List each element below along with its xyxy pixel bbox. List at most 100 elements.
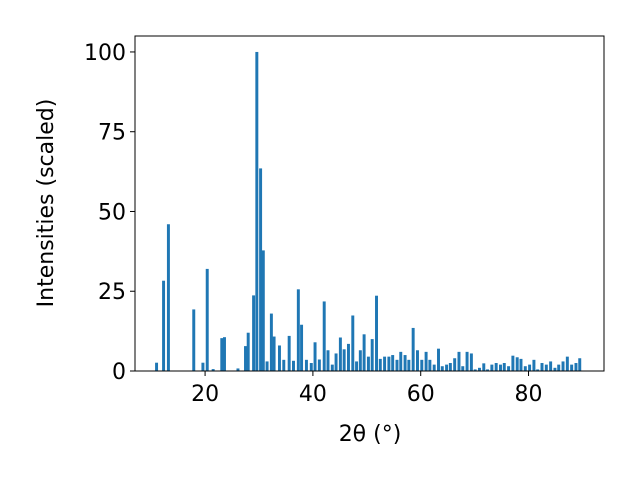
bar [486, 369, 490, 371]
bar [317, 359, 321, 371]
bar [282, 359, 286, 371]
bar [211, 369, 215, 371]
y-tick-label: 0 [112, 360, 126, 385]
bar [205, 268, 209, 371]
bar [370, 339, 374, 371]
bar [432, 364, 436, 371]
bar [507, 366, 511, 371]
x-axis-ticks: 20 40 60 80 [191, 371, 543, 407]
bar [375, 295, 378, 371]
bar-series [155, 51, 582, 371]
bar [482, 363, 486, 371]
bar [342, 349, 346, 371]
y-tick-label: 25 [98, 280, 126, 305]
bar [578, 358, 582, 371]
plot-frame [134, 35, 605, 372]
bar [244, 346, 247, 371]
bar [557, 364, 561, 371]
bar [192, 309, 196, 371]
bar [252, 295, 256, 371]
bar [448, 363, 452, 371]
bar [309, 363, 313, 371]
bar [407, 359, 411, 371]
bar [322, 301, 326, 371]
bar [261, 250, 265, 371]
bar [246, 332, 250, 371]
bar [494, 363, 498, 371]
bar [536, 369, 540, 371]
bar [532, 359, 536, 371]
bar [304, 359, 308, 371]
x-tick-label: 80 [515, 382, 543, 407]
bar [255, 51, 259, 371]
bar [155, 362, 159, 371]
bar [358, 350, 362, 371]
bar [515, 357, 519, 371]
bar [162, 280, 166, 371]
bar [236, 368, 240, 371]
bar [166, 224, 170, 371]
bar [411, 327, 415, 371]
bar [269, 313, 273, 371]
bar [473, 369, 477, 371]
bar [399, 351, 403, 371]
bar [351, 315, 355, 371]
bar [355, 361, 359, 371]
bar [445, 364, 449, 371]
bar [378, 358, 382, 371]
bar [220, 338, 224, 371]
bar [334, 353, 338, 371]
y-tick-label: 75 [98, 121, 126, 146]
bar [523, 366, 527, 371]
bar [330, 364, 334, 371]
bar [570, 364, 574, 371]
bar [287, 335, 291, 371]
bar [338, 337, 342, 371]
bar [437, 348, 440, 371]
bar [511, 355, 515, 371]
bar [201, 362, 205, 371]
x-tick-label: 20 [191, 382, 219, 407]
bar [574, 363, 578, 371]
bar [457, 351, 461, 371]
bar [223, 337, 226, 371]
bar [387, 356, 391, 371]
bar [395, 359, 399, 371]
bar [440, 366, 444, 371]
bar [502, 363, 506, 371]
bar [465, 351, 469, 371]
bar [292, 360, 295, 371]
bar [528, 364, 532, 371]
bar [553, 367, 557, 371]
bar [416, 350, 419, 371]
bar [296, 289, 300, 371]
bar [313, 342, 317, 371]
bar [490, 364, 494, 371]
bar [391, 355, 395, 371]
bar [420, 359, 424, 371]
bar [565, 356, 569, 371]
bar [346, 343, 350, 371]
bar [477, 367, 481, 371]
y-tick-label: 50 [98, 200, 126, 225]
bar [499, 364, 502, 371]
bar [424, 351, 428, 371]
bar [326, 350, 330, 371]
bar [461, 366, 465, 371]
x-tick-label: 60 [407, 382, 435, 407]
bar [453, 358, 457, 371]
bar [561, 361, 565, 371]
bar [549, 361, 553, 371]
y-axis-ticks: 0 25 50 75 100 [84, 41, 135, 385]
bar [540, 363, 544, 371]
bar [272, 336, 276, 371]
y-tick-label: 100 [84, 41, 126, 66]
bar [544, 364, 548, 371]
bar [265, 361, 269, 371]
bar [428, 359, 432, 371]
bar [366, 356, 370, 371]
bar [362, 334, 366, 371]
bar [300, 324, 304, 371]
bar [277, 345, 281, 371]
